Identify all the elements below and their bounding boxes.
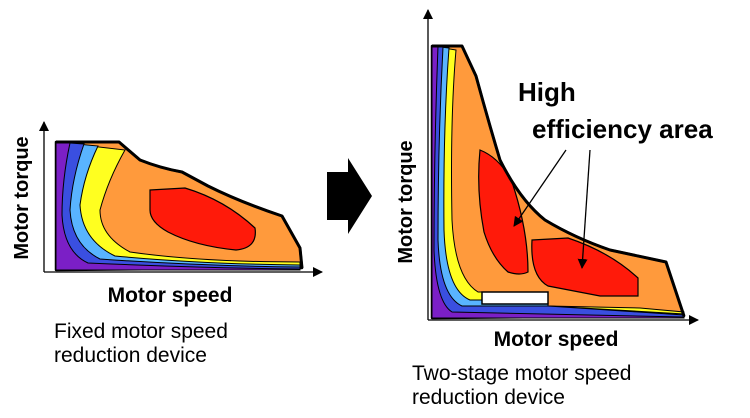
left-efficiency-map <box>54 140 304 272</box>
transition-arrow <box>327 158 372 234</box>
right-x-axis-label: Motor speed <box>494 328 619 351</box>
left-x-axis-label: Motor speed <box>108 284 233 307</box>
left-y-axis-label: Motor torque <box>11 136 33 259</box>
right-y-axis-label: Motor torque <box>395 140 417 263</box>
left-region-red <box>149 187 256 251</box>
right-efficiency-map <box>430 44 686 320</box>
right-caption-line2: reduction device <box>412 386 565 409</box>
right-region-purple <box>431 45 685 319</box>
callout-label-line1: High <box>518 77 576 107</box>
left-caption-line1: Fixed motor speed <box>54 320 228 343</box>
left-caption-line2: reduction device <box>54 344 207 367</box>
right-envelope <box>432 44 686 317</box>
left-region-purple <box>55 141 301 271</box>
callout-pointer-1 <box>513 149 567 227</box>
left-envelope <box>62 140 304 269</box>
right-region-blue <box>431 45 685 319</box>
right-stage-notch <box>481 291 549 305</box>
left-region-blue <box>55 141 301 271</box>
callout-label-line2: efficiency area <box>532 114 713 144</box>
right-caption-line1: Two-stage motor speed <box>412 362 631 385</box>
callout-pointer-2 <box>577 149 591 269</box>
